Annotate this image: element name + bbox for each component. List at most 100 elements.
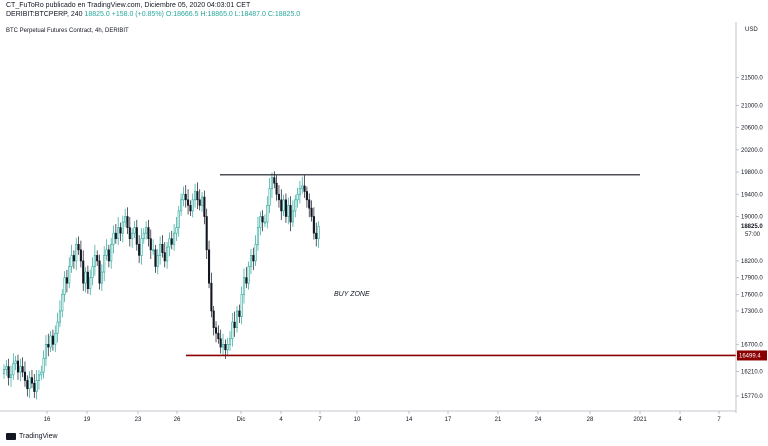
- candle-body[interactable]: [33, 382, 36, 392]
- candle-body[interactable]: [19, 366, 22, 373]
- candle-body[interactable]: [235, 310, 239, 328]
- candle-body[interactable]: [214, 327, 218, 334]
- candle-body[interactable]: [252, 255, 255, 262]
- candle-body[interactable]: [233, 321, 236, 328]
- candle-body[interactable]: [177, 210, 180, 228]
- candle-body[interactable]: [184, 193, 187, 201]
- candle-body[interactable]: [47, 344, 50, 348]
- candle-body[interactable]: [268, 188, 271, 206]
- candle-body[interactable]: [128, 227, 131, 240]
- candle-body[interactable]: [135, 227, 138, 245]
- candle-body[interactable]: [147, 227, 150, 240]
- candle-body[interactable]: [23, 371, 27, 381]
- candle-body[interactable]: [198, 199, 201, 206]
- candle-body[interactable]: [282, 199, 285, 212]
- candle-body[interactable]: [275, 182, 278, 195]
- candle-body[interactable]: [133, 227, 136, 234]
- candle-body[interactable]: [145, 227, 148, 234]
- candle-body[interactable]: [175, 227, 178, 234]
- candle-body[interactable]: [284, 199, 287, 217]
- candle-body[interactable]: [168, 238, 171, 248]
- candle-body[interactable]: [207, 249, 211, 284]
- candle-body[interactable]: [65, 277, 68, 284]
- candle-body[interactable]: [221, 344, 225, 348]
- candle-body[interactable]: [54, 332, 57, 345]
- candle-body[interactable]: [287, 205, 290, 217]
- candle-body[interactable]: [231, 321, 234, 340]
- candle-body[interactable]: [44, 344, 47, 359]
- candle-body[interactable]: [242, 277, 246, 295]
- candle-body[interactable]: [240, 293, 243, 317]
- candle-body[interactable]: [9, 374, 13, 378]
- candle-body[interactable]: [140, 238, 143, 256]
- candle-body[interactable]: [261, 216, 264, 223]
- candle-body[interactable]: [226, 344, 229, 351]
- candle-body[interactable]: [205, 216, 208, 251]
- candle-body[interactable]: [154, 249, 157, 267]
- candle-body[interactable]: [5, 366, 8, 370]
- candle-body[interactable]: [142, 232, 145, 240]
- candle-body[interactable]: [291, 210, 294, 223]
- candle-body[interactable]: [70, 255, 73, 267]
- candle-body[interactable]: [247, 266, 250, 284]
- chart-area[interactable]: 16499.4 15770.0 16210.0 16700.0 17300.0 1760…: [0, 22, 768, 433]
- candle-body[interactable]: [152, 249, 155, 252]
- candle-body[interactable]: [131, 232, 134, 240]
- candle-body[interactable]: [16, 360, 20, 373]
- candle-body[interactable]: [72, 255, 75, 262]
- candle-body[interactable]: [117, 227, 120, 240]
- candle-body[interactable]: [14, 360, 17, 365]
- candle-body[interactable]: [280, 199, 283, 212]
- candle-body[interactable]: [68, 266, 71, 284]
- price-chart[interactable]: 16499.4 15770.0 16210.0 16700.0 17300.0 1760…: [0, 22, 768, 433]
- candle-body[interactable]: [28, 377, 31, 390]
- candle-body[interactable]: [298, 188, 301, 195]
- candle-body[interactable]: [317, 225, 320, 240]
- candle-body[interactable]: [51, 335, 54, 345]
- candle-body[interactable]: [56, 321, 59, 334]
- candle-body[interactable]: [126, 216, 129, 228]
- candle-body[interactable]: [217, 332, 220, 340]
- candle-body[interactable]: [93, 255, 96, 267]
- candle-body[interactable]: [21, 366, 24, 373]
- candle-body[interactable]: [138, 243, 141, 256]
- candle-body[interactable]: [7, 366, 10, 378]
- candle-body[interactable]: [191, 199, 194, 212]
- candle-body[interactable]: [173, 232, 176, 245]
- candle-body[interactable]: [238, 310, 241, 317]
- candle-body[interactable]: [110, 243, 113, 262]
- candle-body[interactable]: [189, 205, 192, 212]
- candle-body[interactable]: [100, 271, 103, 284]
- candle-body[interactable]: [79, 249, 82, 262]
- candle-body[interactable]: [163, 252, 166, 262]
- candle-body[interactable]: [312, 216, 315, 234]
- candle-body[interactable]: [40, 371, 43, 376]
- candle-body[interactable]: [249, 255, 253, 267]
- candle-body[interactable]: [180, 199, 183, 212]
- candle-body[interactable]: [166, 246, 169, 262]
- candle-body[interactable]: [119, 227, 122, 234]
- candle-body[interactable]: [303, 185, 306, 192]
- candle-body[interactable]: [49, 335, 52, 348]
- candle-body[interactable]: [315, 232, 318, 240]
- candle-body[interactable]: [112, 232, 115, 245]
- candle-body[interactable]: [219, 338, 222, 348]
- candle-body[interactable]: [63, 277, 66, 295]
- candle-body[interactable]: [124, 216, 127, 223]
- candle-body[interactable]: [84, 271, 87, 284]
- candle-body[interactable]: [212, 310, 215, 328]
- candle-body[interactable]: [277, 193, 280, 201]
- candle-body[interactable]: [194, 191, 197, 201]
- candle-body[interactable]: [2, 369, 6, 375]
- candle-body[interactable]: [266, 205, 269, 223]
- candle-body[interactable]: [149, 238, 152, 251]
- candle-body[interactable]: [294, 199, 297, 212]
- candle-body[interactable]: [61, 293, 64, 312]
- candle-body[interactable]: [114, 232, 117, 240]
- candle-body[interactable]: [308, 199, 311, 209]
- candle-body[interactable]: [203, 196, 206, 217]
- candle-body[interactable]: [107, 249, 110, 262]
- candle-body[interactable]: [228, 338, 232, 345]
- candle-body[interactable]: [42, 357, 45, 373]
- candle-body[interactable]: [89, 277, 92, 290]
